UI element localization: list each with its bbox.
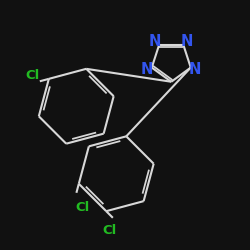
Text: N: N (181, 34, 194, 49)
Text: N: N (149, 34, 162, 49)
Text: N: N (189, 62, 202, 77)
Text: N: N (141, 62, 154, 77)
Text: Cl: Cl (25, 69, 40, 82)
Text: Cl: Cl (76, 202, 90, 214)
Text: Cl: Cl (103, 224, 117, 237)
